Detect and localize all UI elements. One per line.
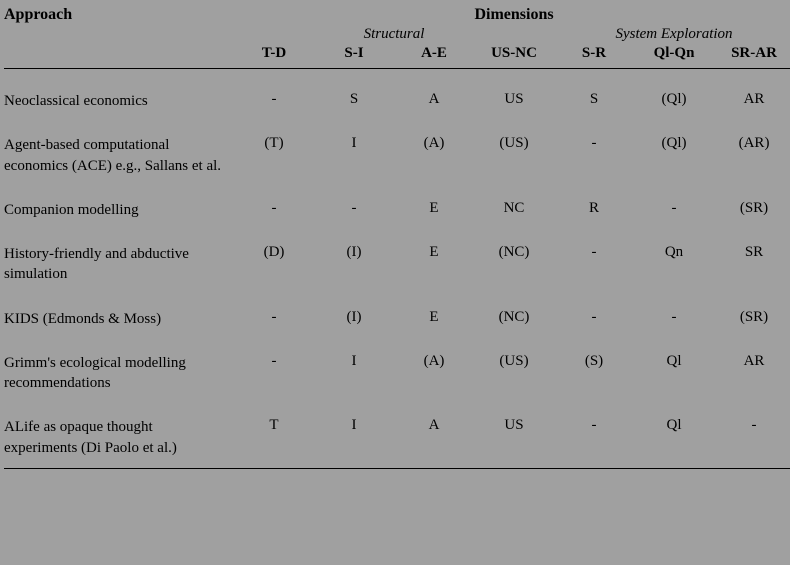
cell: (SR) (714, 295, 790, 339)
table-row: Agent-based computational economics (ACE… (4, 121, 790, 186)
cell: (D) (234, 230, 314, 295)
header-dim-si: S-I (314, 43, 394, 69)
cell: AR (714, 339, 790, 404)
cell: AR (714, 69, 790, 121)
cell: A (394, 69, 474, 121)
table-container: Approach Dimensions Structural System Ex… (0, 0, 790, 565)
cell: - (234, 339, 314, 404)
cell: - (634, 295, 714, 339)
header-structural: Structural (234, 24, 554, 43)
cell: - (554, 403, 634, 468)
cell: (SR) (714, 186, 790, 230)
table-row: ALife as opaque thought experiments (Di … (4, 403, 790, 468)
cell: T (234, 403, 314, 468)
row-label: KIDS (Edmonds & Moss) (4, 295, 234, 339)
table-row: Grimm's ecological modelling recommendat… (4, 339, 790, 404)
cell: - (554, 230, 634, 295)
cell: (Ql) (634, 69, 714, 121)
cell: Ql (634, 403, 714, 468)
cell: NC (474, 186, 554, 230)
cell: (US) (474, 339, 554, 404)
table-row: Companion modelling - - E NC R - (SR) (4, 186, 790, 230)
cell: - (234, 69, 314, 121)
header-dim-srar: SR-AR (714, 43, 790, 69)
cell: Qn (634, 230, 714, 295)
row-label: Agent-based computational economics (ACE… (4, 121, 234, 186)
cell: R (554, 186, 634, 230)
header-dim-sr: S-R (554, 43, 634, 69)
cell: - (714, 403, 790, 468)
cell: US (474, 403, 554, 468)
header-dimensions: Dimensions (234, 6, 790, 24)
cell: Ql (634, 339, 714, 404)
cell: S (314, 69, 394, 121)
header-dim-ae: A-E (394, 43, 474, 69)
cell: (NC) (474, 295, 554, 339)
cell: I (314, 403, 394, 468)
dimensions-table: Approach Dimensions Structural System Ex… (4, 6, 790, 469)
table-row: KIDS (Edmonds & Moss) - (I) E (NC) - - (… (4, 295, 790, 339)
cell: (A) (394, 121, 474, 186)
cell: US (474, 69, 554, 121)
cell: S (554, 69, 634, 121)
row-label: ALife as opaque thought experiments (Di … (4, 403, 234, 468)
cell: A (394, 403, 474, 468)
cell: (Ql) (634, 121, 714, 186)
cell: (US) (474, 121, 554, 186)
cell: - (554, 295, 634, 339)
cell: E (394, 230, 474, 295)
table-body: Neoclassical economics - S A US S (Ql) A… (4, 69, 790, 468)
table-row: History-friendly and abductive simulatio… (4, 230, 790, 295)
cell: (S) (554, 339, 634, 404)
cell: E (394, 295, 474, 339)
cell: (T) (234, 121, 314, 186)
cell: - (234, 186, 314, 230)
row-label: Neoclassical economics (4, 69, 234, 121)
header-dim-td: T-D (234, 43, 314, 69)
cell: I (314, 339, 394, 404)
cell: - (234, 295, 314, 339)
cell: SR (714, 230, 790, 295)
header-system-exploration: System Exploration (554, 24, 790, 43)
header-approach: Approach (4, 6, 234, 24)
cell: - (634, 186, 714, 230)
row-label: Grimm's ecological modelling recommendat… (4, 339, 234, 404)
header-dim-qlqn: Ql-Qn (634, 43, 714, 69)
row-label: Companion modelling (4, 186, 234, 230)
cell: E (394, 186, 474, 230)
cell: I (314, 121, 394, 186)
cell: (A) (394, 339, 474, 404)
row-label: History-friendly and abductive simulatio… (4, 230, 234, 295)
header-dim-usnc: US-NC (474, 43, 554, 69)
cell: - (314, 186, 394, 230)
cell: (I) (314, 230, 394, 295)
cell: (AR) (714, 121, 790, 186)
cell: - (554, 121, 634, 186)
cell: (I) (314, 295, 394, 339)
cell: (NC) (474, 230, 554, 295)
table-row: Neoclassical economics - S A US S (Ql) A… (4, 69, 790, 121)
